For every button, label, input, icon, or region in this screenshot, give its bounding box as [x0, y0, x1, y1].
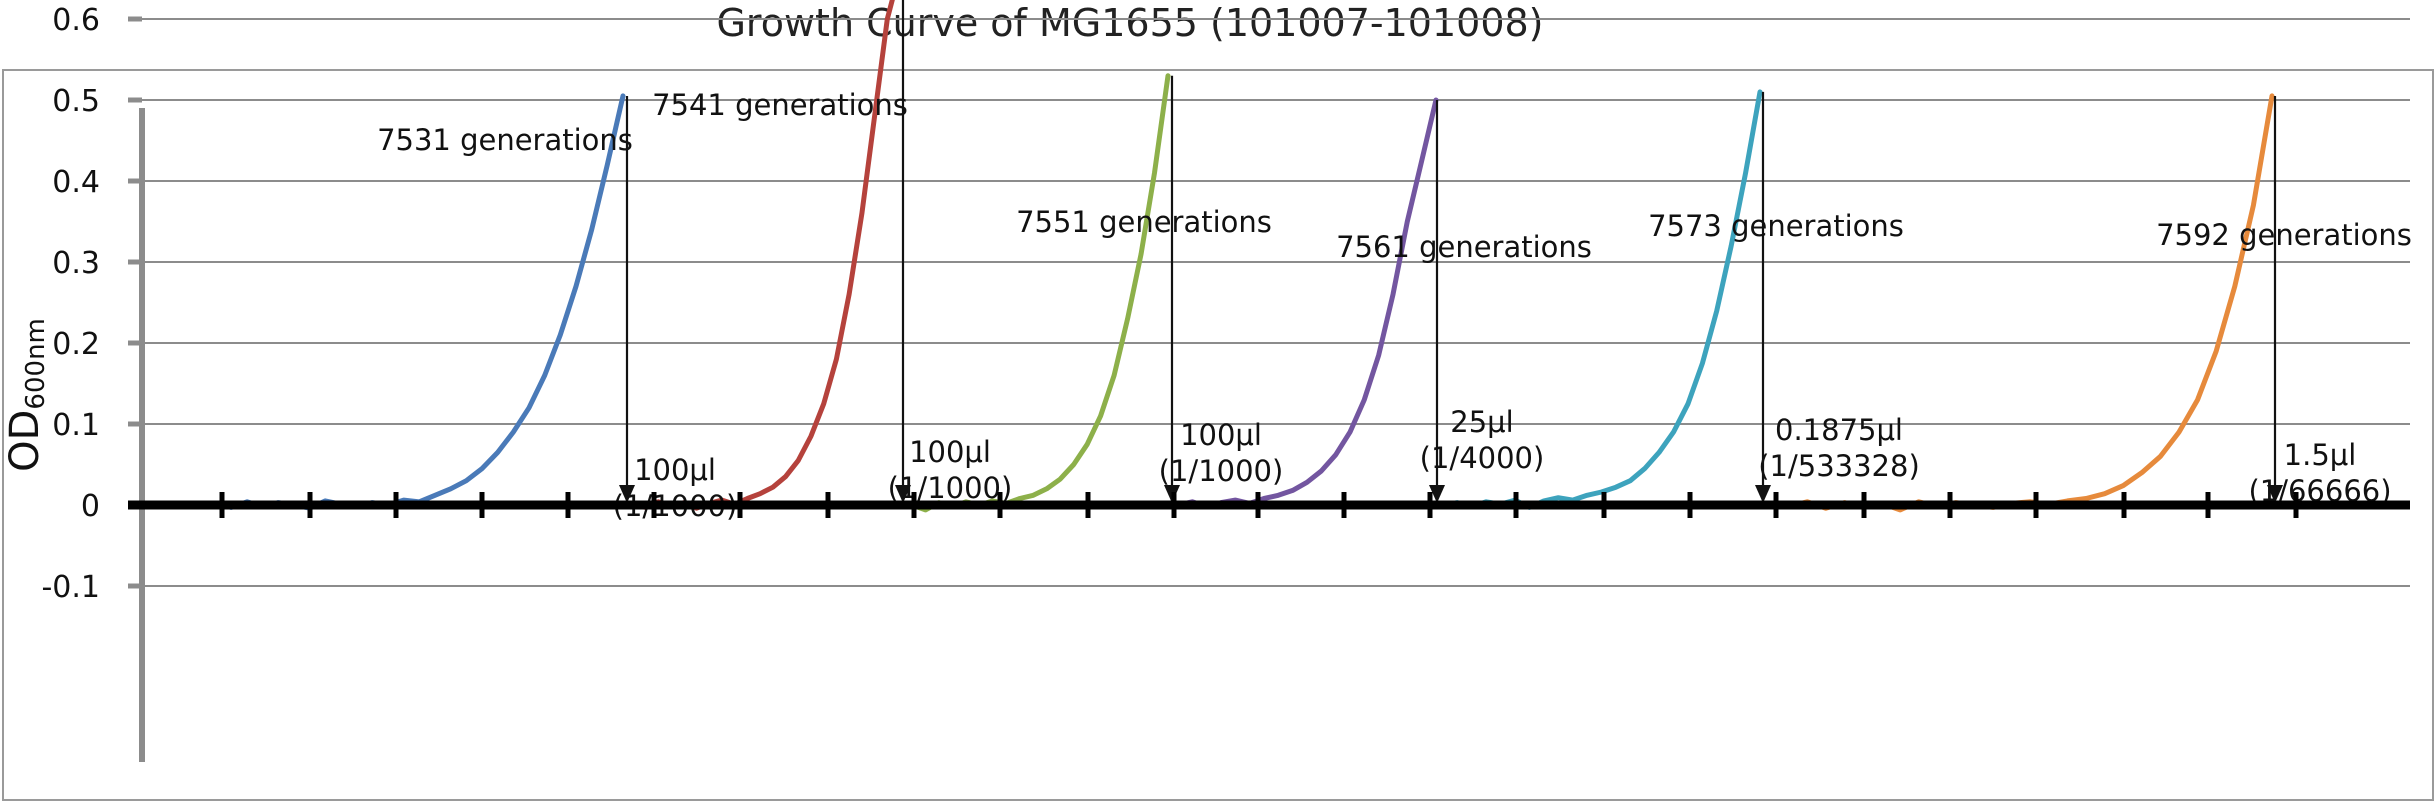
y-tick-label: 0.1: [52, 408, 100, 443]
series-line: [1767, 93, 2275, 513]
transfer-dilution-label: (1/4000): [1420, 441, 1545, 475]
y-axis-label-main: OD: [2, 410, 48, 472]
arrowhead: [1755, 485, 1771, 503]
y-tick-label: 0: [81, 489, 100, 524]
y-tick-label: 0.3: [52, 246, 100, 281]
transfer-volume-label: 25μl: [1450, 405, 1513, 439]
arrowhead: [895, 485, 911, 503]
transfer-dilution-label: (1/1000): [1159, 454, 1284, 488]
transfer-volume-label: 100μl: [634, 453, 716, 487]
arrowhead: [619, 485, 635, 503]
arrowhead: [1429, 485, 1445, 503]
transfer-volume-label: 1.5μl: [2284, 438, 2357, 472]
generation-label: 7561 generations: [1336, 230, 1592, 264]
transfer-volume-label: 0.1875μl: [1775, 413, 1903, 447]
transfer-dilution-label: (1/533328): [1758, 449, 1920, 483]
axes: [128, 16, 145, 762]
y-tick-labels: 0.6 0.5 0.4 0.3 0.2 0.1 0 -0.1: [41, 3, 100, 605]
y-tick-label: 0.6: [52, 3, 100, 38]
transfer-volume-label: 100μl: [1180, 418, 1262, 452]
generation-label: 7531 generations: [377, 123, 633, 157]
y-tick-label: -0.1: [41, 570, 100, 605]
arrowhead: [2267, 485, 2283, 503]
transfer-dilution-label: (1/1000): [888, 471, 1013, 505]
y-tick-label: 0.5: [52, 84, 100, 119]
series-line: [197, 93, 626, 511]
generation-label: 7551 generations: [1016, 205, 1272, 239]
series-line: [630, 0, 895, 511]
generation-label: 7573 generations: [1648, 209, 1904, 243]
y-tick-label: 0.2: [52, 327, 100, 362]
generation-label: 7541 generations: [652, 88, 908, 122]
y-tick-label: 0.4: [52, 165, 100, 200]
gridlines: [128, 18, 2410, 587]
y-axis-label-subscript: 600nm: [21, 318, 51, 409]
chart-title: Growth Curve of MG1655 (101007-101008): [716, 1, 1543, 45]
generation-label: 7592 generations: [2156, 218, 2412, 252]
transfer-volume-label: 100μl: [909, 435, 991, 469]
y-axis-label: OD600nm: [2, 318, 51, 472]
plot-frame: [2, 69, 2434, 801]
